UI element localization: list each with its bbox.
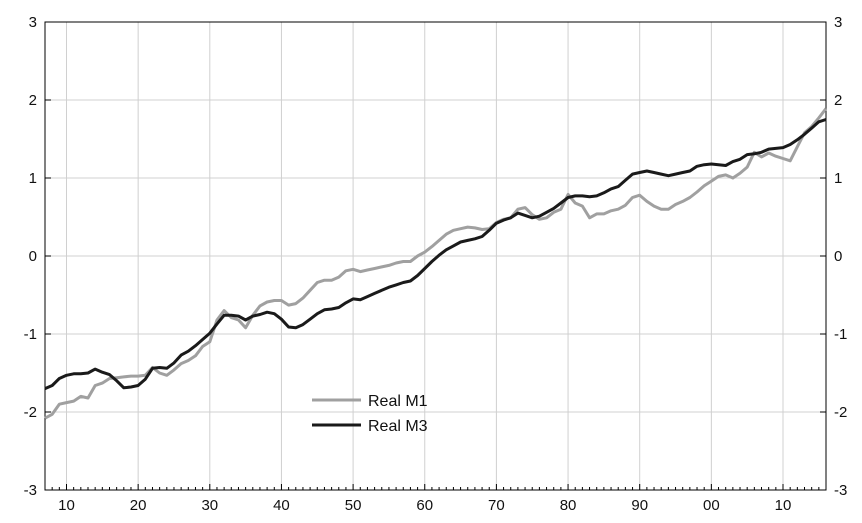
- x-tick-label: 40: [273, 497, 290, 514]
- legend-label-real-m3: Real M3: [368, 418, 428, 435]
- y-tick-label-left: -2: [24, 404, 37, 421]
- grid-lines: [45, 22, 826, 490]
- y-tick-label-left: 1: [29, 170, 37, 187]
- x-tick-label: 50: [345, 497, 362, 514]
- x-tick-label: 10: [58, 497, 75, 514]
- x-tick-label: 60: [416, 497, 433, 514]
- y-tick-label-right: 0: [834, 248, 842, 265]
- y-tick-label-left: 0: [29, 248, 37, 265]
- x-tick-label: 10: [775, 497, 792, 514]
- y-tick-label-left: -3: [24, 482, 37, 499]
- legend-label-real-m1: Real M1: [368, 393, 428, 410]
- x-tick-label: 00: [703, 497, 720, 514]
- y-tick-label-right: -2: [834, 404, 847, 421]
- y-tick-label-right: -3: [834, 482, 847, 499]
- y-tick-label-left: -1: [24, 326, 37, 343]
- y-tick-label-right: -1: [834, 326, 847, 343]
- x-tick-label: 90: [631, 497, 648, 514]
- y-tick-label-right: 3: [834, 14, 842, 31]
- y-tick-label-left: 3: [29, 14, 37, 31]
- y-tick-label-right: 1: [834, 170, 842, 187]
- legend: Real M1 Real M3: [312, 393, 428, 435]
- x-tick-label: 80: [560, 497, 577, 514]
- y-tick-label-left: 2: [29, 92, 37, 109]
- series-lines: [44, 107, 828, 420]
- x-tick-label: 30: [201, 497, 218, 514]
- axis-ticks: 10 20 30 40 50 60 70 80 90 00 10-3 -3-2 -2-1 -10 01 12 2…: [24, 14, 848, 514]
- x-tick-label: 70: [488, 497, 505, 514]
- x-tick-label: 20: [130, 497, 147, 514]
- series-line-real-m3: [44, 118, 827, 390]
- y-tick-label-right: 2: [834, 92, 842, 109]
- series-line-real-m1: [44, 107, 828, 420]
